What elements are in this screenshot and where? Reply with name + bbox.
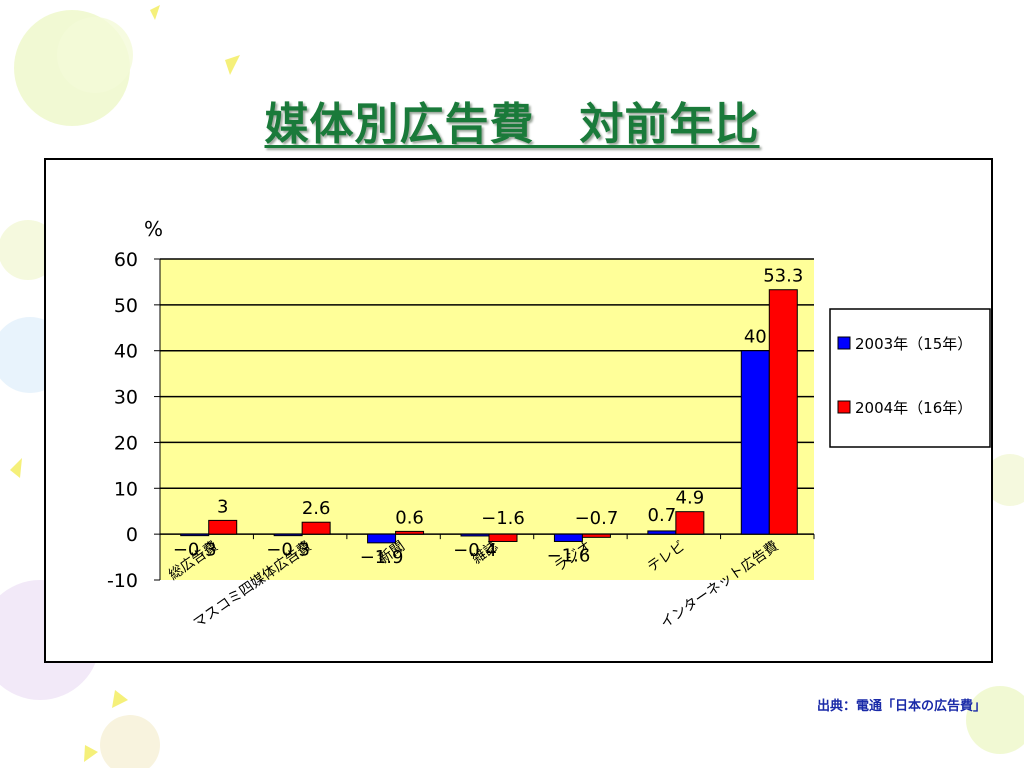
data-label: 0.7	[648, 505, 677, 526]
decor-balloon	[100, 715, 160, 768]
decor-balloon	[966, 686, 1024, 754]
data-label: −0.3	[266, 540, 310, 561]
bar	[768, 289, 798, 535]
bar	[180, 533, 210, 537]
legend-swatch	[837, 400, 851, 414]
bar	[581, 533, 611, 538]
y-tick-label: 40	[114, 341, 138, 363]
bar	[208, 519, 238, 535]
bar	[488, 533, 518, 542]
legend-label: 2003年（15年）	[855, 335, 972, 353]
bar	[647, 530, 677, 535]
data-label: 40	[744, 327, 767, 348]
y-tick-label: 10	[114, 478, 138, 500]
legend-swatch	[837, 336, 851, 350]
decor-balloon	[0, 220, 58, 280]
legend-box	[829, 308, 991, 448]
bar	[301, 521, 331, 535]
data-label: 0.6	[395, 507, 424, 528]
bar	[367, 533, 397, 544]
bar	[740, 350, 770, 535]
data-label: −0.7	[575, 508, 619, 529]
data-label: −0.4	[453, 540, 497, 561]
bar-chart: -10 0 10 20 30 40 50 60% −0.3 −0.3 −1.9 −0.4 −1.6 0.7…	[107, 217, 991, 632]
decor-balloon	[57, 17, 133, 93]
legend-label: 2004年（16年）	[855, 399, 972, 417]
data-label: −1.6	[547, 545, 591, 566]
bar	[675, 511, 705, 535]
page-title: 媒体別広告費 対前年比	[264, 99, 760, 150]
y-tick-label: 50	[114, 295, 138, 317]
decor-balloon	[984, 454, 1024, 506]
y-unit-label: %	[144, 217, 163, 241]
decor-star	[112, 690, 128, 708]
bar	[273, 533, 303, 537]
chart-frame: -10 0 10 20 30 40 50 60% −0.3 −0.3 −1.9 −0.4 −1.6 0.7…	[44, 158, 993, 663]
decor-star	[84, 745, 98, 762]
source-citation: 出典：電通「日本の広告費」	[816, 699, 986, 714]
y-tick-label: -10	[107, 570, 138, 592]
y-tick-label: 20	[114, 432, 138, 454]
decor-star	[225, 55, 240, 75]
plot-area	[160, 259, 814, 580]
data-label: −1.6	[481, 508, 525, 529]
bar	[395, 530, 425, 535]
data-label: 4.9	[676, 488, 705, 509]
data-label: 2.6	[302, 498, 331, 519]
decor-star	[150, 5, 160, 20]
data-label: −0.3	[173, 540, 217, 561]
data-label: 53.3	[763, 266, 803, 287]
y-tick-label: 60	[114, 249, 138, 271]
y-tick-label: 30	[114, 387, 138, 409]
decor-star	[10, 458, 22, 478]
bar	[460, 533, 490, 537]
y-tick-label: 0	[126, 524, 138, 546]
data-label: 3	[217, 496, 228, 517]
data-label: −1.9	[360, 547, 404, 568]
bar	[553, 533, 583, 542]
